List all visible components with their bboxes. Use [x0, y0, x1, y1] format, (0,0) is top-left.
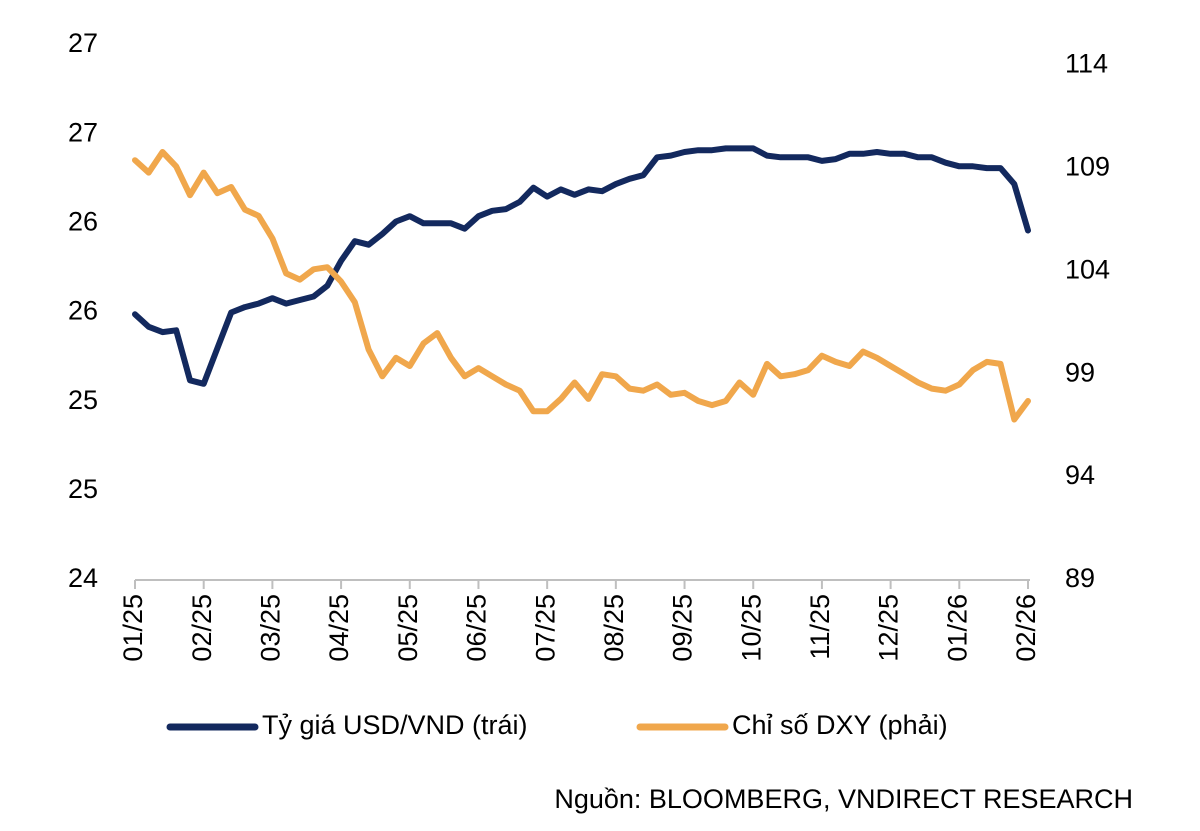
y2-tick-label: 104 [1065, 254, 1110, 284]
y-tick-label: 27 [68, 117, 98, 147]
x-tick-label: 03/25 [256, 594, 286, 662]
y-tick-label: 26 [68, 296, 98, 326]
x-tick-label: 10/25 [736, 594, 766, 662]
x-tick-label: 02/26 [1011, 594, 1041, 662]
y2-tick-label: 94 [1065, 460, 1095, 490]
y-tick-label: 27 [68, 28, 98, 58]
y2-tick-label: 99 [1065, 357, 1095, 387]
x-tick-label: 09/25 [668, 594, 698, 662]
legend-label: Chỉ số DXY (phải) [732, 710, 948, 740]
x-tick-label: 04/25 [324, 594, 354, 662]
x-tick-label: 06/25 [462, 594, 492, 662]
series-line [132, 145, 1031, 387]
x-tick-label: 11/25 [805, 594, 835, 660]
source-note: Nguồn: BLOOMBERG, VNDIRECT RESEARCH [554, 784, 1133, 814]
y2-tick-label: 109 [1065, 152, 1110, 182]
y-tick-label: 25 [68, 474, 98, 504]
y-tick-label: 24 [68, 563, 98, 593]
x-tick-label: 08/25 [599, 594, 629, 662]
x-tick-label: 12/25 [874, 594, 904, 662]
x-tick-label: 01/25 [118, 594, 148, 662]
x-tick-label: 05/25 [393, 594, 423, 662]
legend-label: Tỷ giá USD/VND (trái) [262, 710, 528, 740]
y2-tick-label: 89 [1065, 563, 1095, 593]
x-tick-label: 02/25 [187, 594, 217, 662]
y-tick-label: 26 [68, 206, 98, 236]
y2-tick-label: 114 [1065, 49, 1108, 79]
series-line [132, 149, 1031, 423]
x-tick-label: 01/26 [942, 594, 972, 662]
y-tick-label: 25 [68, 385, 98, 415]
x-tick-label: 07/25 [530, 594, 560, 662]
